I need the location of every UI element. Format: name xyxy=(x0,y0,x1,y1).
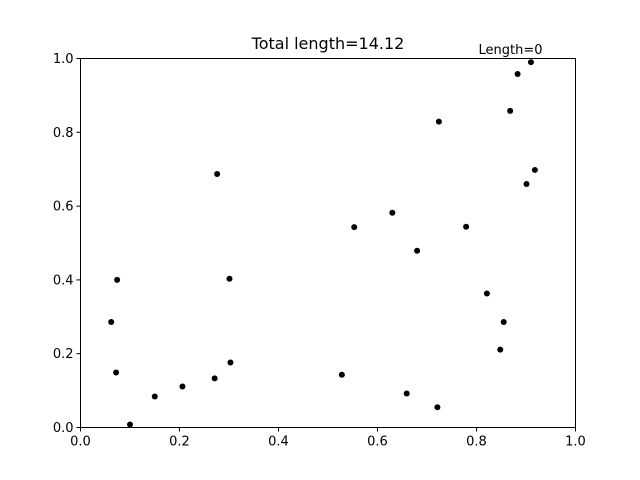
x-tick-label: 1.0 xyxy=(565,435,586,450)
data-point xyxy=(514,70,521,77)
x-tick-label: 0.4 xyxy=(268,435,289,450)
chart-title: Total length=14.12 xyxy=(251,34,405,53)
data-point xyxy=(527,59,534,66)
data-point xyxy=(127,421,133,428)
x-tick-label: 0.8 xyxy=(466,435,487,450)
data-point xyxy=(507,107,514,114)
data-point xyxy=(403,390,410,397)
data-point xyxy=(351,224,358,231)
data-point xyxy=(214,170,221,177)
y-tick-label: 0.0 xyxy=(53,421,74,436)
data-point xyxy=(497,346,504,353)
data-point xyxy=(151,393,158,400)
data-point xyxy=(463,223,470,230)
data-point xyxy=(226,275,233,282)
data-point xyxy=(227,359,234,366)
data-point xyxy=(483,290,490,297)
data-point xyxy=(179,383,186,390)
y-axis: 0.0 0.2 0.4 0.6 0.8 1.0 xyxy=(53,52,81,436)
data-point xyxy=(434,404,441,411)
x-tick-label: 0.2 xyxy=(169,435,190,450)
plot-area xyxy=(108,59,538,428)
x-axis: 0.0 0.2 0.4 0.6 0.8 1.0 xyxy=(70,427,586,450)
data-point xyxy=(414,247,421,254)
data-point xyxy=(113,369,120,376)
y-tick-label: 0.2 xyxy=(53,347,74,362)
y-tick-label: 0.6 xyxy=(53,200,74,215)
x-tick-label: 0.0 xyxy=(70,435,91,450)
data-point xyxy=(108,318,115,325)
data-point xyxy=(211,375,218,382)
data-point xyxy=(435,118,442,125)
data-point xyxy=(531,166,538,173)
y-tick-label: 0.4 xyxy=(53,273,74,288)
data-point xyxy=(114,276,121,283)
x-tick-label: 0.6 xyxy=(367,435,388,450)
data-point xyxy=(523,180,530,187)
data-point xyxy=(338,371,345,378)
data-point xyxy=(500,318,507,325)
axes-frame xyxy=(80,58,576,428)
y-tick-label: 0.8 xyxy=(53,126,74,141)
length-annotation: Length=0 xyxy=(478,43,542,58)
data-point xyxy=(389,209,396,216)
y-tick-label: 1.0 xyxy=(53,52,74,67)
